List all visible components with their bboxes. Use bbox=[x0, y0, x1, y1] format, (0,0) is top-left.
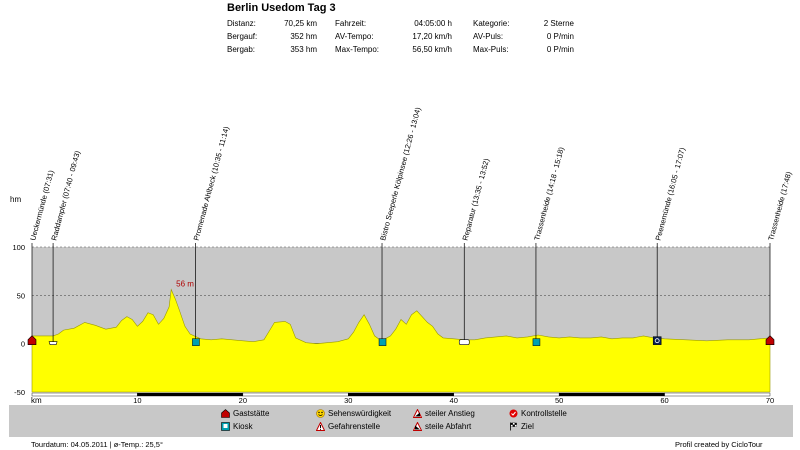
legend-item-sehenswuerdigkeit: Sehenswürdigkeit bbox=[316, 409, 391, 418]
stat-value-bergauf: 352 hm bbox=[290, 32, 317, 41]
stat-label-distanz: Distanz: bbox=[227, 19, 256, 28]
stat-label-av-tempo: AV-Tempo: bbox=[335, 32, 374, 41]
kiosk-icon bbox=[192, 338, 200, 346]
y-tick-label: -50 bbox=[14, 388, 25, 397]
stat-label-av-puls: AV-Puls: bbox=[473, 32, 504, 41]
legend-label: steiler Anstieg bbox=[425, 409, 475, 418]
stat-value-distanz: 70,25 km bbox=[284, 19, 317, 28]
stat-label-max-puls: Max-Puls: bbox=[473, 45, 509, 54]
waypoint-label: Raddampfer (07:40 - 09:43) bbox=[49, 149, 82, 241]
stat-label-kategorie: Kategorie: bbox=[473, 19, 510, 28]
stat-label-bergauf: Bergauf: bbox=[227, 32, 258, 41]
stat-value-fahrzeit: 04:05:00 h bbox=[414, 19, 452, 28]
x-axis-segment bbox=[31, 392, 138, 397]
footer-credit: Profil created by CicloTour bbox=[675, 440, 763, 449]
x-axis-segment bbox=[348, 392, 454, 397]
y-tick-label: 100 bbox=[12, 243, 25, 252]
stat-value-max-tempo: 56,50 km/h bbox=[412, 45, 452, 54]
x-axis-segment bbox=[453, 392, 560, 397]
legend-label: Sehenswürdigkeit bbox=[328, 409, 392, 418]
stat-value-bergab: 353 hm bbox=[290, 45, 317, 54]
waypoint-label: Reparatur (13:35 - 13:52) bbox=[460, 157, 491, 242]
max-elevation-label: 56 m bbox=[176, 280, 194, 289]
footer-tour-info: Tourdatum: 04.05.2011 | ø-Temp.: 25,5° bbox=[31, 440, 163, 449]
legend-label: Gefahrenstelle bbox=[328, 422, 381, 431]
house-icon bbox=[765, 335, 775, 345]
axis-layer: 100 50 0 -50 10 20 30 40 50 60 70 bbox=[12, 243, 774, 405]
stat-value-max-puls: 0 P/min bbox=[546, 45, 574, 54]
waypoint-label: Promenade Ahlbeck (10:35 - 11:14) bbox=[192, 125, 231, 242]
waypoint-label: Trassenheide (14:18 - 15:18) bbox=[532, 146, 566, 242]
house-icon bbox=[27, 335, 37, 345]
elevation-area bbox=[31, 288, 771, 393]
y-tick-label: 0 bbox=[21, 340, 25, 349]
x-tick-label: 70 bbox=[766, 396, 774, 405]
legend-item-kiosk: Kiosk bbox=[221, 422, 253, 431]
legend-label: steile Abfahrt bbox=[425, 422, 472, 431]
elevation-chart: Ueckermünde (07:31)Raddampfer (07:40 - 0… bbox=[10, 106, 793, 405]
legend-item-steiler-anstieg: steiler Anstieg bbox=[413, 409, 475, 418]
stat-label-max-tempo: Max-Tempo: bbox=[335, 45, 380, 54]
house-icon bbox=[221, 409, 230, 418]
x-tick-label: 60 bbox=[660, 396, 668, 405]
x-tick-label: 50 bbox=[555, 396, 563, 405]
stat-value-av-tempo: 17,20 km/h bbox=[412, 32, 452, 41]
x-tick-label: 10 bbox=[133, 396, 141, 405]
x-axis-segment bbox=[242, 392, 349, 397]
legend-label: Kontrollstelle bbox=[521, 409, 567, 418]
legend-item-gaststaette: Gaststätte bbox=[221, 409, 269, 418]
finish-flag-icon bbox=[510, 422, 517, 431]
x-tick-label: 40 bbox=[450, 396, 458, 405]
x-tick-label: 20 bbox=[239, 396, 247, 405]
y-axis-label: hm bbox=[10, 195, 21, 204]
kiosk-icon bbox=[221, 422, 230, 431]
info-icon bbox=[652, 336, 662, 345]
x-axis-segment bbox=[137, 392, 244, 397]
legend-label: Kiosk bbox=[233, 422, 253, 431]
smiley-icon bbox=[316, 409, 325, 418]
page-title: Berlin Usedom Tag 3 bbox=[227, 2, 336, 14]
legend-label: Gaststätte bbox=[233, 409, 270, 418]
info-icon-mark bbox=[654, 338, 660, 344]
waypoint-label: Trassenheide (17:48) bbox=[766, 170, 793, 241]
legend-item-kontrollstelle: Kontrollstelle bbox=[509, 409, 567, 418]
legend-label: Ziel bbox=[521, 422, 534, 431]
waypoint-label: Bistro Seeperle Kölpinsee (12:26 - 13:04… bbox=[378, 106, 422, 242]
steep-climb-icon bbox=[413, 409, 422, 418]
legend-item-gefahrenstelle: Gefahrenstelle bbox=[316, 422, 380, 431]
kiosk-icon bbox=[378, 338, 387, 346]
checkpoint-icon bbox=[509, 409, 518, 418]
stat-label-fahrzeit: Fahrzeit: bbox=[335, 19, 367, 28]
x-tick-label: 30 bbox=[344, 396, 352, 405]
stat-value-av-puls: 0 P/min bbox=[546, 32, 574, 41]
x-axis-segment bbox=[664, 392, 771, 397]
boat-icon bbox=[48, 341, 58, 345]
x-axis-label: km bbox=[31, 396, 42, 405]
legend-item-steile-abfahrt: steile Abfahrt bbox=[413, 422, 471, 431]
kiosk-icon bbox=[532, 338, 541, 346]
waypoint-label: Peenemünde (16:05 - 17:07) bbox=[653, 146, 687, 241]
car-icon bbox=[458, 339, 470, 345]
legend-item-ziel: Ziel bbox=[509, 422, 534, 431]
y-tick-label: 50 bbox=[17, 291, 25, 300]
warning-icon bbox=[316, 422, 325, 431]
legend: Gaststätte Kiosk Sehenswürdigkeit Gefahr… bbox=[9, 405, 793, 437]
stat-label-bergab: Bergab: bbox=[227, 45, 256, 54]
stat-value-kategorie: 2 Sterne bbox=[543, 19, 574, 28]
steep-descent-icon bbox=[413, 422, 422, 431]
x-axis-segment bbox=[558, 392, 665, 397]
